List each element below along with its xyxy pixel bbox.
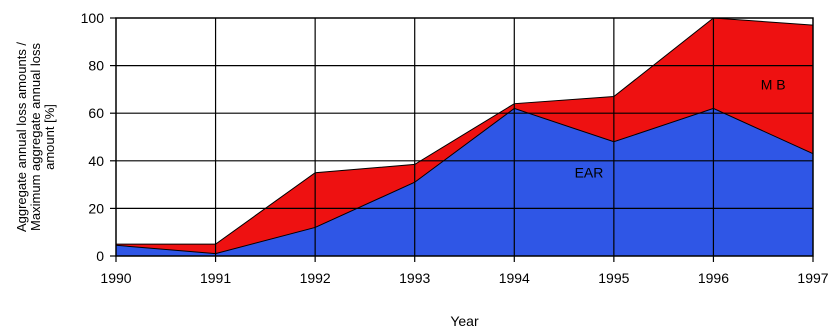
series-boundary-lines (115, 17, 814, 255)
y-tick-label: 60 (88, 105, 104, 121)
boundary-line-ear (115, 107, 814, 255)
y-axis-title-line: Aggregate annual loss amounts / (14, 42, 29, 232)
x-tick-label: 1996 (698, 270, 729, 286)
x-tick-label: 1992 (300, 270, 331, 286)
series-annotation: M B (761, 77, 786, 93)
area-series-group (116, 18, 813, 256)
y-tick-label: 100 (81, 10, 105, 26)
series-annotation: EAR (575, 165, 604, 181)
y-tick-label: 0 (96, 248, 104, 264)
x-tick-label: 1994 (499, 270, 530, 286)
y-axis-title-line: amount [%] (42, 104, 57, 170)
gridlines (116, 18, 813, 256)
y-axis-ticks: 0 20 40 60 80 100 (81, 10, 116, 264)
annotations: EAR M B (575, 77, 786, 181)
y-axis-title: Aggregate annual loss amounts / Maximum a… (14, 42, 57, 232)
y-axis-title-line: Maximum aggregate annual loss (28, 43, 43, 231)
area-ear (116, 108, 813, 256)
x-axis-ticks: 1990 1991 1992 1993 1994 1995 1996 1997 (100, 256, 829, 286)
boundary-line-mb (116, 17, 814, 245)
y-tick-label: 20 (88, 200, 104, 216)
x-tick-label: 1993 (399, 270, 430, 286)
x-tick-label: 1990 (100, 270, 131, 286)
x-tick-label: 1997 (797, 270, 828, 286)
plot-frame (115, 17, 814, 257)
x-axis-title: Year (450, 313, 479, 329)
y-tick-label: 40 (88, 153, 104, 169)
x-tick-label: 1995 (598, 270, 629, 286)
x-tick-label: 1991 (200, 270, 231, 286)
y-tick-label: 80 (88, 58, 104, 74)
